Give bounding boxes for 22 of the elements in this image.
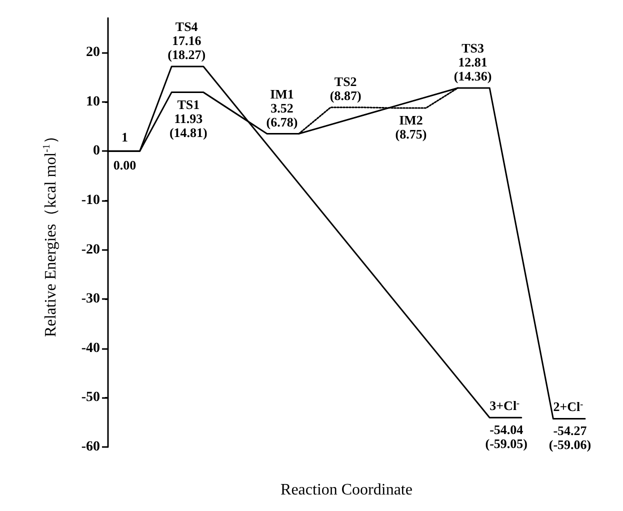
- data-label: -54.04 (-59.05): [485, 422, 528, 452]
- y-tick-label: -20: [81, 242, 100, 258]
- data-label: TS1 11.93 (14.81): [169, 96, 208, 140]
- data-label: TS3 12.81 (14.36): [454, 40, 492, 84]
- data-label: TS4 17.16 (18.27): [168, 19, 206, 62]
- data-label: TS2 (8.87): [330, 74, 362, 103]
- y-tick-label: 20: [86, 45, 100, 60]
- data-label: IM2 (8.75): [395, 112, 427, 142]
- y-tick-label: -10: [81, 192, 100, 208]
- y-tick-label: -40: [81, 340, 100, 356]
- y-tick-label: -60: [81, 440, 100, 454]
- data-label: IM1 3.52 (6.78): [266, 86, 298, 130]
- y-tick-label: -30: [81, 292, 100, 307]
- data-label: -54.27 (-59.06): [548, 423, 592, 452]
- y-tick-label: 0: [93, 144, 100, 159]
- y-tick-label: -50: [81, 390, 100, 406]
- data-label: 2+Cl-: [553, 399, 584, 414]
- data-label: 3+Cl-: [490, 398, 520, 414]
- data-label: 1 0.00: [113, 130, 136, 173]
- y-axis-title: Relative Energies（kcal mol-1）: [42, 128, 60, 337]
- x-axis-title: Reaction Coordinate: [280, 482, 412, 498]
- y-tick-label: 10: [86, 94, 100, 110]
